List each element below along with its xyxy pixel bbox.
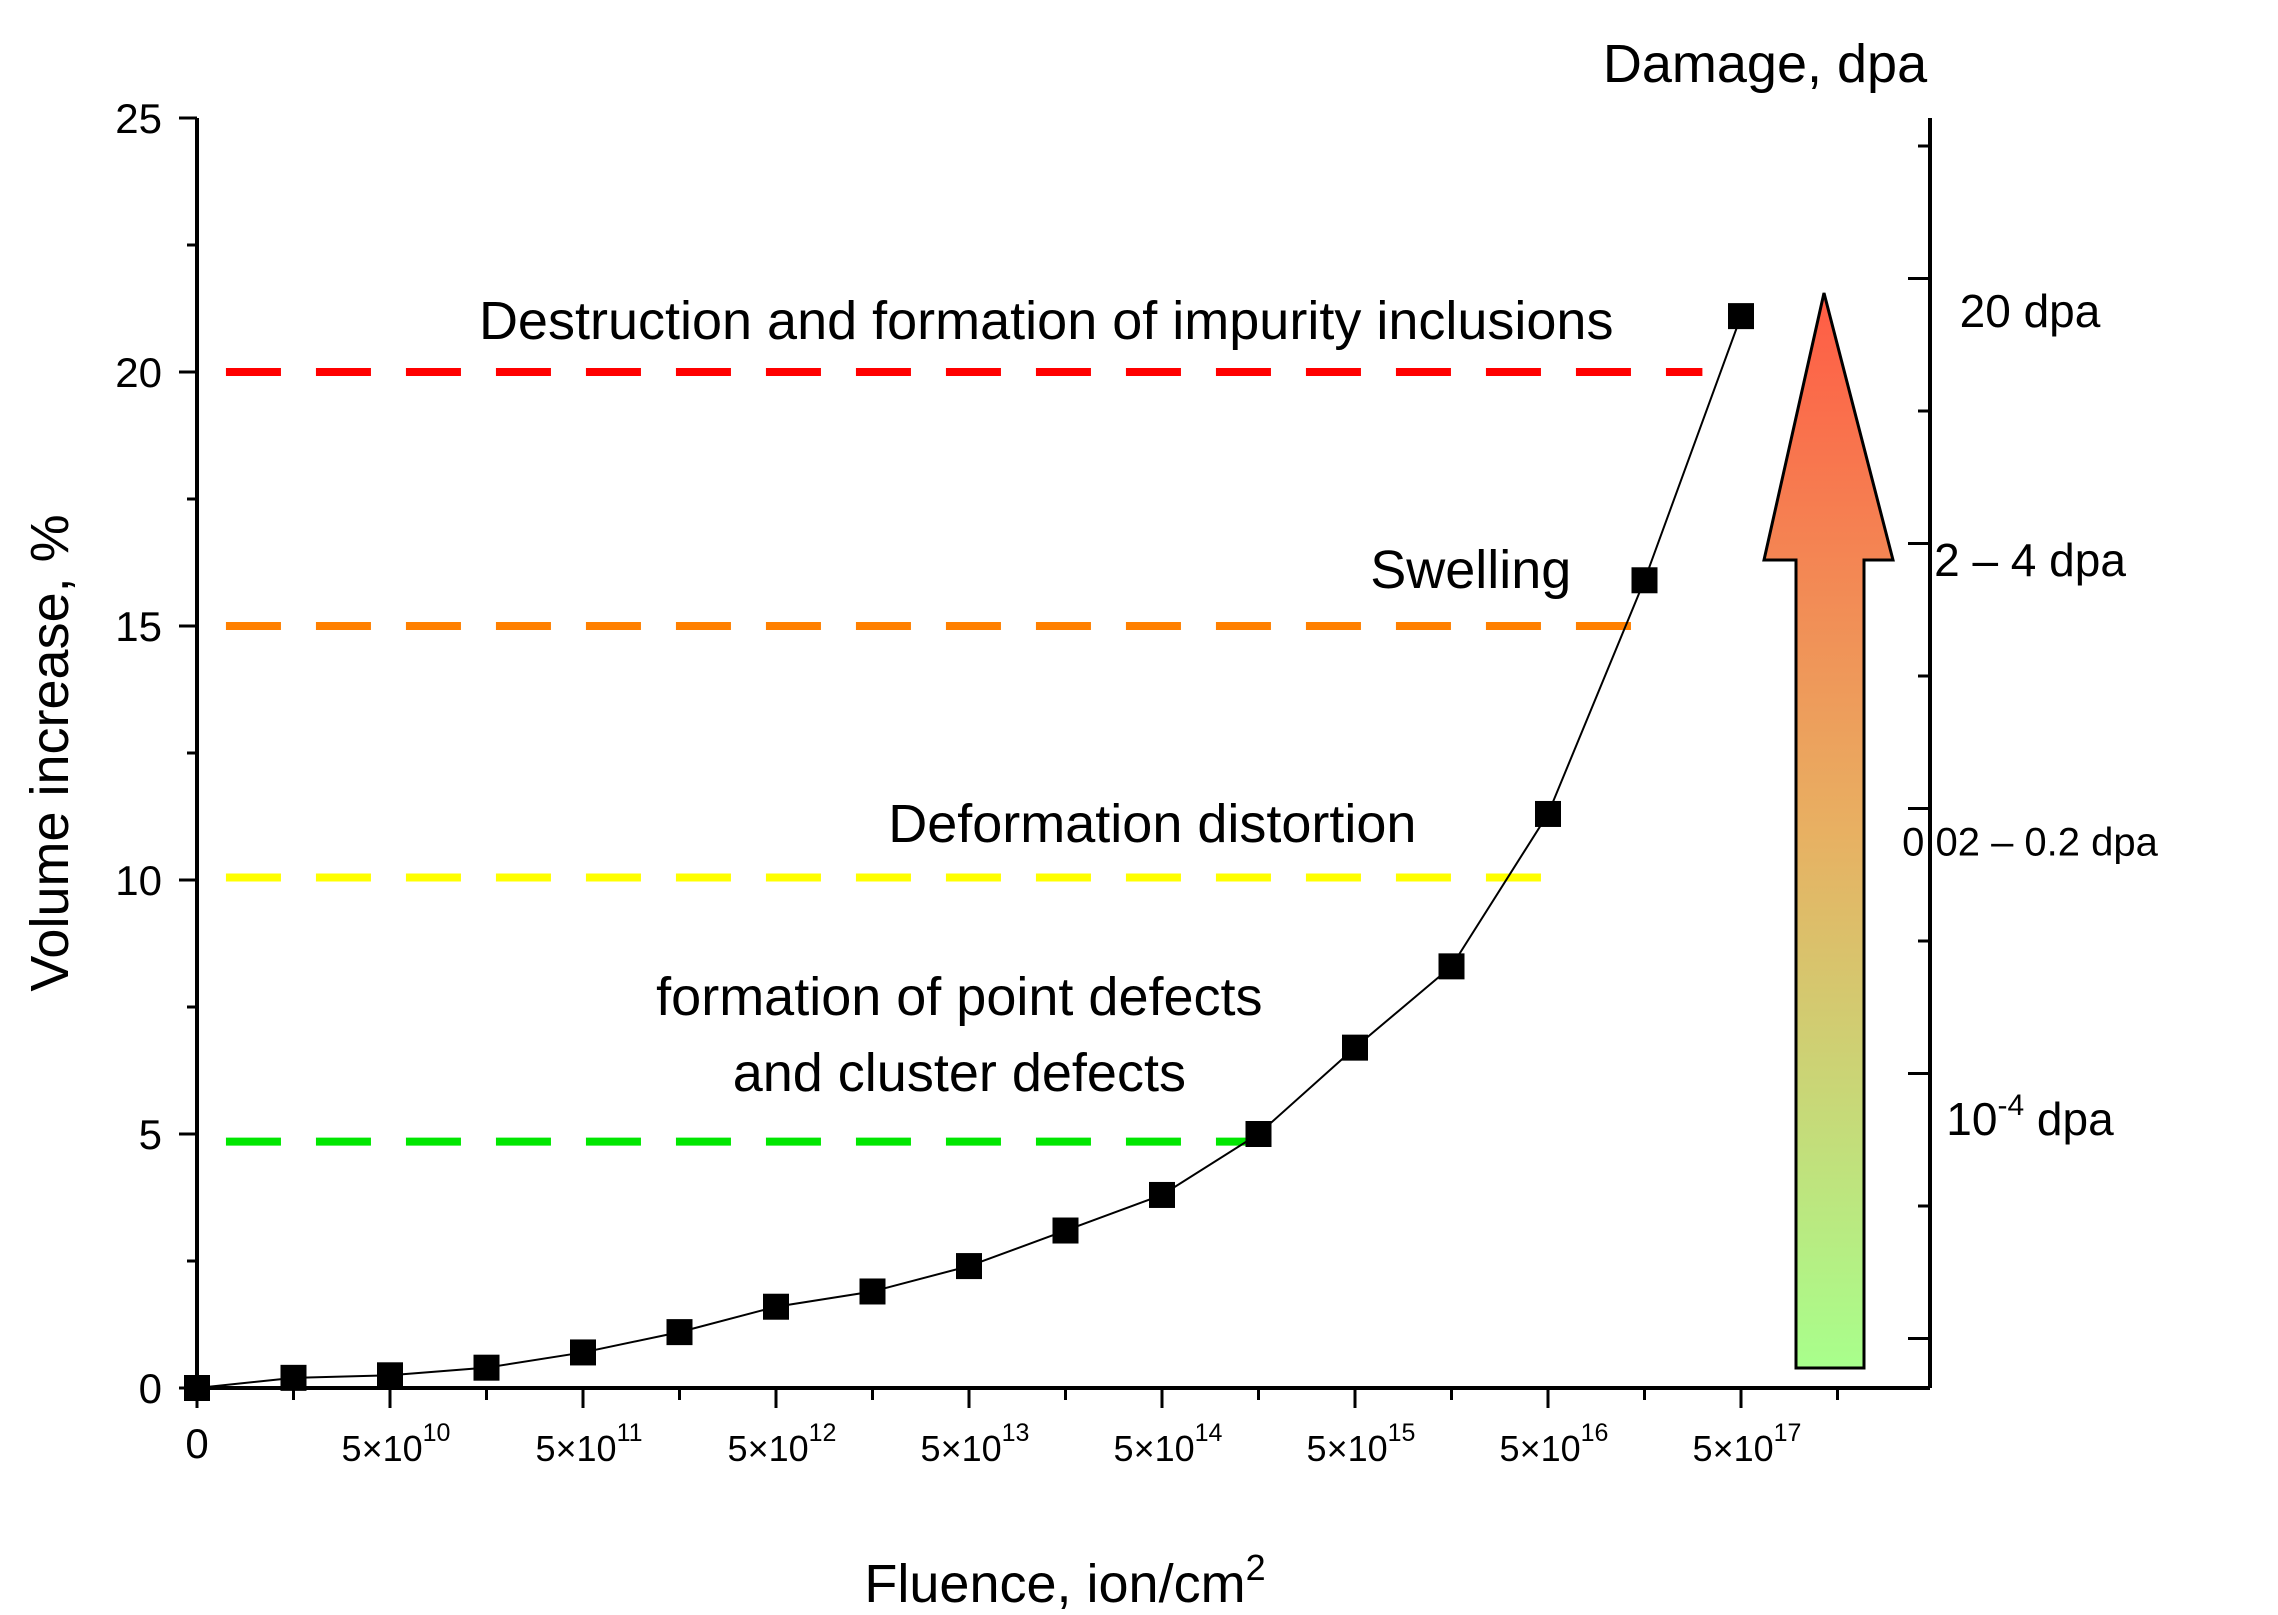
annotation-label: Destruction and formation of impurity in… [479, 291, 1614, 351]
x-tick-label: 5×1016 [1500, 1419, 1609, 1469]
data-point [570, 1339, 596, 1366]
damage-arrow [1762, 292, 1895, 1370]
data-point [1245, 1121, 1272, 1147]
x-axis-title: Fluence, ion/cm2 [864, 1547, 1265, 1614]
data-point [859, 1278, 886, 1305]
data-point [763, 1293, 789, 1320]
data-point [1342, 1034, 1368, 1061]
y-axis-title: Volume increase, % [20, 514, 80, 991]
x-tick-label: 5×1011 [535, 1419, 642, 1469]
dpa-label: 2 – 4 dpa [1934, 534, 2126, 586]
x-tick-label: 0 [185, 1420, 208, 1467]
data-point [956, 1253, 982, 1280]
annotation-label: and cluster defects [733, 1043, 1186, 1103]
y-tick-label: 0 [139, 1365, 162, 1412]
annotation-label: Swelling [1370, 540, 1571, 600]
data-point [473, 1354, 500, 1381]
data-point [1535, 800, 1561, 827]
y-tick-label: 5 [139, 1111, 162, 1158]
dpa-label: 20 dpa [1960, 285, 2101, 337]
y-tick-label: 25 [115, 95, 162, 142]
y-tick-label: 15 [115, 603, 162, 650]
x-tick-label: 5×1013 [921, 1419, 1030, 1469]
annotation-label: Deformation distortion [888, 794, 1416, 854]
annotation-label: formation of point defects [656, 967, 1262, 1027]
x-tick-label: 5×1010 [342, 1419, 451, 1469]
data-point [1052, 1217, 1079, 1244]
data-point [1149, 1181, 1175, 1208]
x-tick-label: 5×1015 [1307, 1419, 1416, 1469]
x-tick-label: 5×1017 [1693, 1419, 1802, 1469]
dpa-label: 0.02 – 0.2 dpa [1902, 820, 2159, 864]
data-point [666, 1319, 693, 1346]
y-tick-label: 10 [115, 857, 162, 904]
x-tick-label: 5×1014 [1114, 1419, 1223, 1469]
data-point [1631, 567, 1658, 594]
data-point [377, 1362, 403, 1389]
right-axis-title: Damage, dpa [1603, 34, 1928, 94]
y-tick-label: 20 [115, 349, 162, 396]
data-point [1728, 303, 1754, 330]
x-tick-label: 5×1012 [728, 1419, 837, 1469]
data-point [1438, 953, 1465, 980]
data-point [184, 1375, 210, 1401]
dpa-label: 10-4 dpa [1946, 1089, 2114, 1145]
data-point [280, 1364, 307, 1391]
